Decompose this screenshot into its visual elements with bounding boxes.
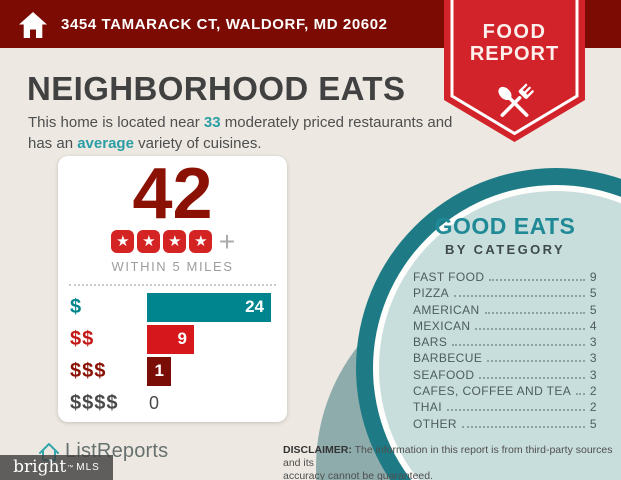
category-label: CAFES, COFFEE AND TEA <box>413 384 572 399</box>
category-row: BARBECUE 3 <box>413 351 597 367</box>
star-icon: ★ <box>189 230 213 253</box>
price-tier-label: $$$ <box>70 359 107 382</box>
dotted-leader <box>446 409 585 412</box>
category-label: AMERICAN <box>413 302 480 317</box>
total-restaurants: 42 <box>132 154 213 234</box>
dotted-leader <box>454 295 585 298</box>
category-row: FAST FOOD 9 <box>413 270 597 286</box>
bar-value: 1 <box>154 361 164 380</box>
bar-zone: 0 <box>147 393 276 414</box>
category-value: 5 <box>589 286 597 301</box>
price-tier-label: $$ <box>70 327 95 350</box>
category-value: 2 <box>589 400 597 415</box>
restaurant-count: 33 <box>203 114 221 131</box>
dotted-leader <box>484 311 585 314</box>
category-list: FAST FOOD 9 PIZZA 5 AMERICAN 5 MEXICAN 4 BARS 3 BA… <box>413 270 597 433</box>
brightmls-watermark: bright ™ MLS <box>0 455 113 480</box>
property-address: 3454 TAMARACK CT, WALDORF, MD 20602 <box>61 15 388 33</box>
category-value: 4 <box>589 318 597 333</box>
bar-zone: 1 <box>147 356 276 386</box>
price-tier-label: $$$$ <box>70 391 119 414</box>
category-label: BARBECUE <box>413 351 483 366</box>
price-bar-row: $$$$ 0 <box>58 387 287 419</box>
intro-line2-prefix: has an <box>28 135 78 152</box>
category-value: 2 <box>589 384 597 399</box>
intro-line1-suffix: moderately priced restaurants and <box>220 114 453 131</box>
category-label: FAST FOOD <box>413 270 485 284</box>
category-label: THAI <box>413 400 442 415</box>
category-value: 9 <box>589 270 597 284</box>
bar-value: 24 <box>245 297 264 316</box>
bar-zone: 24 <box>147 292 276 322</box>
dotted-leader <box>487 360 585 363</box>
category-row: SEAFOOD 3 <box>413 368 597 384</box>
brightmls-wordmark: bright <box>13 457 67 477</box>
disclaimer: DISCLAIMER: The information in this repo… <box>283 444 621 480</box>
dotted-leader <box>452 344 585 347</box>
price-bar-row: $$$ 1 <box>58 355 287 387</box>
disclaimer-label: DISCLAIMER: <box>283 444 352 456</box>
dotted-leader <box>489 279 585 281</box>
intro-line2-suffix: variety of cuisines. <box>133 135 262 152</box>
dotted-leader <box>475 327 585 330</box>
mls-label: MLS <box>76 462 100 473</box>
star-icon: ★ <box>111 230 135 253</box>
radius-caption: WITHIN 5 MILES <box>111 259 234 274</box>
category-label: MEXICAN <box>413 318 471 333</box>
category-row: OTHER 5 <box>413 417 597 433</box>
price-tier-label: $ <box>70 295 83 318</box>
badge-line2: REPORT <box>470 43 559 65</box>
intro-line1-prefix: This home is located near <box>28 114 204 131</box>
dotted-leader <box>462 425 585 428</box>
category-row: BARS 3 <box>413 335 597 351</box>
food-report-badge: FOOD REPORT <box>444 0 585 142</box>
category-value: 3 <box>589 351 597 366</box>
category-label: BARS <box>413 335 448 350</box>
restaurant-stats-card: 42 ★ ★ ★ ★ + WITHIN 5 MILES $24 $$ 9 $$$ 1 $$$$ 0 <box>58 156 287 422</box>
category-row: AMERICAN 5 <box>413 303 597 319</box>
star-icon: ★ <box>163 230 187 253</box>
price-tier-bar: 9 <box>147 324 194 354</box>
bar-value: 0 <box>149 392 160 413</box>
page-title: NEIGHBORHOOD EATS <box>27 70 406 107</box>
disclaimer-line1: The information in this report is from t… <box>283 444 613 469</box>
fork-spoon-crossed-icon <box>498 83 534 117</box>
price-tier-bar: 24 <box>147 292 271 322</box>
plus-sign: + <box>218 225 236 257</box>
category-row: MEXICAN 4 <box>413 319 597 335</box>
intro-text: This home is located near 33 moderately … <box>28 112 452 154</box>
category-row: CAFES, COFFEE AND TEA 2 <box>413 384 597 400</box>
category-row: THAI 2 <box>413 400 597 416</box>
rating-stars: ★ ★ ★ ★ <box>110 230 214 253</box>
category-value: 5 <box>589 416 597 431</box>
category-row: PIZZA 5 <box>413 286 597 302</box>
star-icon: ★ <box>137 230 161 253</box>
category-value: 5 <box>589 302 597 317</box>
good-eats-subtitle: BY CATEGORY <box>444 242 566 257</box>
price-tier-chart: $24 $$ 9 $$$ 1 $$$$ 0 <box>58 291 287 419</box>
disclaimer-line2: accuracy cannot be guaranteed. <box>283 470 434 480</box>
category-label: PIZZA <box>413 286 450 301</box>
bar-zone: 9 <box>147 324 276 354</box>
variety-highlight: average <box>77 135 134 152</box>
dotted-leader <box>576 393 585 396</box>
category-label: SEAFOOD <box>413 367 475 382</box>
good-eats-panel: GOOD EATS BY CATEGORY FAST FOOD 9 PIZZA 5 AM… <box>413 213 597 433</box>
badge-line1: FOOD <box>483 21 547 43</box>
price-bar-row: $24 <box>58 291 287 323</box>
price-bar-row: $$ 9 <box>58 323 287 355</box>
rating-row: ★ ★ ★ ★ + <box>58 225 287 257</box>
category-value: 3 <box>589 335 597 350</box>
category-label: OTHER <box>413 416 457 431</box>
trademark-symbol: ™ <box>67 464 74 471</box>
good-eats-title: GOOD EATS <box>434 213 576 239</box>
dotted-leader <box>479 376 585 379</box>
bar-value: 9 <box>177 329 187 348</box>
price-tier-bar: 1 <box>147 356 171 386</box>
home-icon <box>19 11 47 38</box>
dashed-divider <box>69 284 276 286</box>
category-value: 3 <box>589 367 597 382</box>
